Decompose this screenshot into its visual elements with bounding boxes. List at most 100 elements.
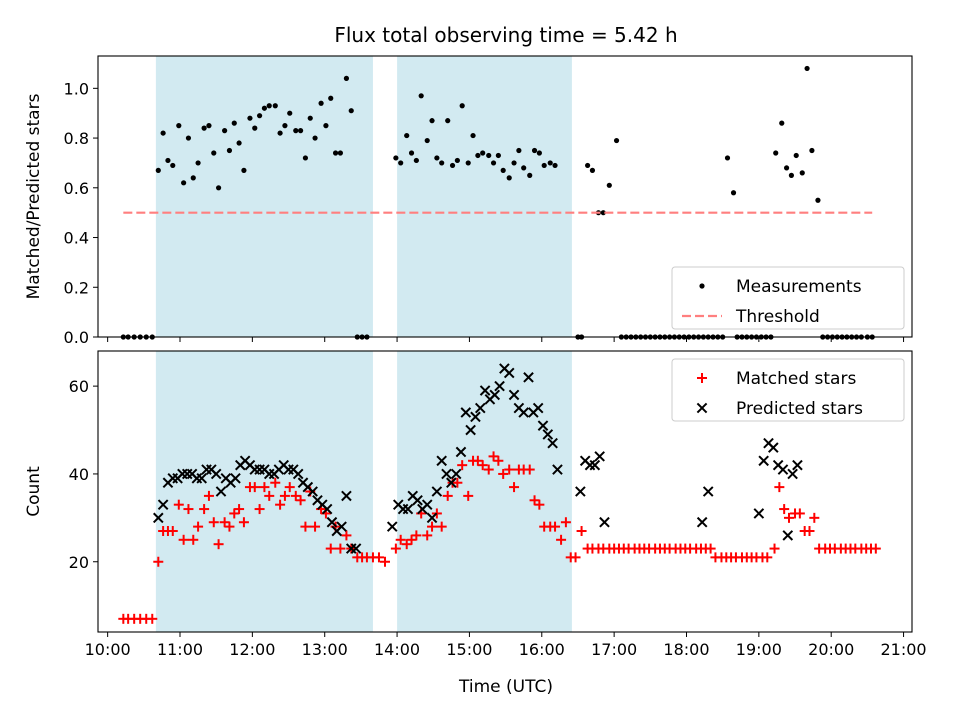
matched-stars-point <box>178 534 189 545</box>
measurements-point <box>318 100 324 106</box>
measurements-point <box>307 115 313 121</box>
predicted-stars-point <box>402 503 414 515</box>
predicted-stars-point <box>702 486 714 497</box>
predicted-stars-point <box>494 380 505 392</box>
predicted-stars-point <box>326 516 338 528</box>
predicted-stars-point <box>792 459 803 471</box>
x-tick-label: 18:00 <box>663 640 709 659</box>
measurements-point <box>779 120 785 126</box>
measurements-point <box>589 167 596 173</box>
x-tick-label: 13:00 <box>302 640 348 659</box>
measurements-point <box>287 110 293 116</box>
x-tick-label: 14:00 <box>374 640 420 659</box>
predicted-stars-point <box>532 402 544 414</box>
x-axis-label: Time (UTC) <box>458 677 553 697</box>
legend-matched-stars-symbol <box>697 373 707 383</box>
measurements-point <box>547 160 553 166</box>
predicted-stars-point <box>470 411 481 423</box>
predicted-stars-point <box>599 516 610 528</box>
measurements-point <box>585 162 591 169</box>
predicted-stars-point <box>542 429 554 440</box>
shaded-interval-1 <box>155 56 373 337</box>
predicted-stars-point <box>196 473 208 484</box>
matched-stars-point <box>300 521 311 532</box>
matched-stars-point <box>279 490 290 501</box>
predicted-stars-point <box>455 446 467 458</box>
matched-stars-point <box>325 543 336 554</box>
y-tick-label: 20 <box>69 553 89 572</box>
measurements-point <box>312 135 318 141</box>
x-tick-label: 17:00 <box>591 640 637 659</box>
matched-stars-point <box>509 482 520 493</box>
legend-predicted-stars-symbol <box>696 402 708 414</box>
predicted-stars-point <box>446 477 457 489</box>
matched-stars-point <box>390 543 401 554</box>
measurements-point <box>181 180 187 186</box>
matched-stars-point <box>183 504 194 515</box>
predicted-stars-point <box>321 503 333 515</box>
predicted-stars-point <box>575 486 586 497</box>
measurements-point <box>226 147 233 154</box>
matched-stars-point <box>395 534 406 545</box>
predicted-stars-point <box>782 530 794 541</box>
predicted-stars-point <box>696 516 708 528</box>
matched-stars-point <box>193 521 204 532</box>
measurements-point <box>516 147 522 154</box>
predicted-stars-point <box>412 494 423 506</box>
measurements-point <box>256 113 263 119</box>
predicted-stars-point <box>336 521 347 532</box>
legend-threshold-label: Threshold <box>735 307 820 327</box>
top-legend: Measurements Threshold <box>671 266 905 330</box>
measurements-point <box>527 172 533 178</box>
predicted-stars-point <box>450 468 462 480</box>
matched-stars-point <box>762 552 773 563</box>
measurements-point <box>413 157 419 164</box>
predicted-stars-point <box>230 473 241 484</box>
matched-stars-point <box>234 504 245 515</box>
measurements-point <box>155 167 161 173</box>
measurements-point <box>297 128 304 134</box>
predicted-stars-point <box>503 367 515 379</box>
matched-stars-point <box>310 521 321 532</box>
measurements-point <box>541 162 547 169</box>
predicted-stars-point <box>431 486 443 497</box>
matched-stars-point <box>774 482 785 493</box>
measurements-point <box>261 105 268 111</box>
measurements-point <box>393 155 399 161</box>
measurements-point <box>495 152 501 159</box>
matched-stars-point <box>705 543 716 554</box>
measurements-point <box>185 135 192 141</box>
matched-stars-point <box>472 455 483 466</box>
matched-stars-point <box>477 460 488 471</box>
shaded-interval-2 <box>397 56 572 337</box>
matched-stars-point <box>431 508 442 519</box>
matched-stars-point <box>783 512 794 523</box>
x-tick-label: 20:00 <box>808 640 854 659</box>
x-tick-label: 21:00 <box>881 640 927 659</box>
y-tick-label: 0.8 <box>64 129 89 148</box>
measurements-point <box>348 108 354 114</box>
legend-box <box>671 358 905 422</box>
matched-stars-point <box>804 526 815 537</box>
matched-stars-point <box>436 521 447 532</box>
matched-stars-point <box>219 517 230 528</box>
matched-stars-point <box>560 517 571 528</box>
predicted-stars-point <box>465 424 476 436</box>
measurements-point <box>536 150 542 156</box>
predicted-stars-point <box>474 402 486 414</box>
matched-stars-point <box>556 534 567 545</box>
matched-stars-point <box>570 552 581 563</box>
measurements-point <box>165 157 171 164</box>
measurements-point <box>195 160 201 166</box>
measurements-point <box>439 160 445 166</box>
measurements-point <box>398 160 404 166</box>
predicted-stars-point <box>547 437 558 449</box>
x-tick-label: 11:00 <box>157 640 203 659</box>
measurements-point <box>418 93 424 99</box>
measurements-point <box>190 175 196 181</box>
matched-stars-point <box>295 495 306 506</box>
legend-measurements-label: Measurements <box>736 277 862 297</box>
predicted-stars-point <box>341 490 352 502</box>
predicted-stars-point <box>489 389 501 401</box>
predicted-stars-point <box>460 407 472 418</box>
